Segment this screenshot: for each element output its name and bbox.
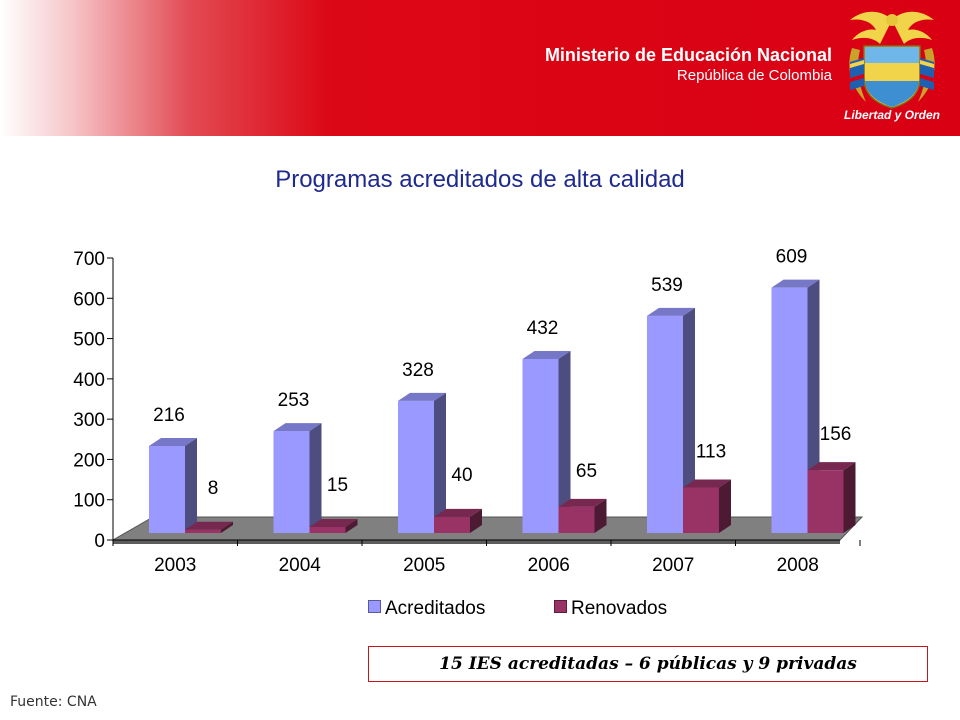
- chart-title: Programas acreditados de alta calidad: [275, 166, 685, 193]
- bar-acreditados-2007: [647, 315, 683, 533]
- x-tick-label: 2006: [528, 555, 570, 576]
- bar-top-renovados-2003: [185, 521, 233, 530]
- bar-renovados-2006: [558, 506, 595, 533]
- bar-side-renovados-2008: [843, 462, 856, 533]
- data-label-acreditados-2004: 253: [278, 390, 310, 411]
- seal-motto: Libertad y Orden: [843, 108, 941, 122]
- ministry-block: Ministerio de Educación Nacional Repúbli…: [545, 44, 832, 86]
- data-label-acreditados-2003: 216: [153, 405, 185, 426]
- legend-item-acreditados: Acreditados: [368, 598, 485, 620]
- bar-top-acreditados-2008: [771, 279, 820, 288]
- data-label-renovados-2006: 65: [576, 461, 597, 482]
- legend-label-acreditados: Acreditados: [385, 598, 486, 619]
- x-tick-label: 2004: [279, 555, 322, 576]
- bar-renovados-2003: [185, 529, 221, 533]
- data-label-acreditados-2006: 432: [527, 318, 559, 339]
- data-label-acreditados-2008: 609: [776, 247, 808, 268]
- legend-swatch-acreditados: [368, 600, 381, 613]
- y-tick-label: 700: [73, 249, 105, 270]
- bar-top-acreditados-2007: [647, 307, 695, 316]
- legend-label-renovados: Renovados: [571, 598, 668, 619]
- bar-acreditados-2006: [522, 358, 559, 533]
- bar-acreditados-2005: [398, 400, 434, 533]
- y-tick-label: 100: [73, 491, 105, 512]
- data-label-acreditados-2007: 539: [651, 275, 683, 296]
- bar-top-acreditados-2004: [273, 423, 322, 432]
- bar-top-acreditados-2005: [398, 392, 446, 401]
- x-tick-label: 2008: [777, 555, 819, 576]
- bar-renovados-2004: [309, 526, 346, 533]
- bar-top-acreditados-2006: [522, 350, 571, 359]
- bar-side-acreditados-2003: [185, 437, 197, 533]
- colombian-coat-of-arms-icon: [849, 11, 935, 109]
- data-label-renovados-2003: 8: [208, 478, 219, 499]
- bar-side-renovados-2004: [345, 518, 358, 533]
- bar-top-renovados-2007: [683, 479, 731, 488]
- y-tick-label: 0: [94, 531, 105, 552]
- bar-acreditados-2008: [771, 287, 808, 533]
- bar-acreditados-2003: [149, 445, 185, 533]
- bar-side-renovados-2006: [594, 498, 607, 533]
- bar-renovados-2008: [807, 470, 844, 533]
- bar-side-acreditados-2006: [558, 350, 571, 533]
- bar-top-renovados-2004: [309, 518, 358, 527]
- source-note: Fuente: CNA: [10, 694, 97, 710]
- x-tick-label: 2007: [652, 555, 694, 576]
- x-tick-label: 2005: [403, 555, 445, 576]
- bar-chart: 0 100 200 300 400 500 600 700 2003 2004 2005 2006 20…: [73, 247, 864, 576]
- header-banner: Ministerio de Educación Nacional Repúbli…: [0, 0, 960, 136]
- data-label-renovados-2007: 113: [696, 441, 726, 462]
- y-tick-label: 400: [73, 370, 105, 391]
- data-label-renovados-2005: 40: [451, 465, 472, 486]
- bar-renovados-2005: [434, 516, 470, 533]
- legend-item-renovados: Renovados: [554, 598, 667, 620]
- bar-side-renovados-2007: [719, 479, 731, 533]
- bar-top-renovados-2008: [807, 462, 856, 471]
- bar-side-acreditados-2005: [434, 392, 446, 533]
- y-tick-label: 600: [73, 289, 105, 310]
- data-label-acreditados-2005: 328: [402, 360, 434, 381]
- legend-swatch-renovados: [554, 600, 567, 613]
- bar-top-renovados-2006: [558, 498, 607, 507]
- bar-side-acreditados-2004: [309, 423, 322, 533]
- bar-renovados-2007: [683, 487, 719, 533]
- bar-side-renovados-2003: [221, 521, 233, 533]
- x-tick-label: 2003: [154, 555, 196, 576]
- ministry-name: Ministerio de Educación Nacional: [544, 45, 832, 65]
- bar-top-renovados-2005: [434, 508, 482, 517]
- data-label-renovados-2008: 156: [820, 424, 852, 445]
- bar-side-renovados-2005: [470, 508, 482, 533]
- y-tick-label: 300: [73, 410, 105, 431]
- bar-acreditados-2004: [273, 431, 310, 533]
- chart-floor-edge: [113, 540, 840, 544]
- accreditation-note: 15 IES acreditadas – 6 públicas y 9 priv…: [368, 646, 928, 682]
- y-tick-label: 200: [73, 450, 105, 471]
- y-tick-label: 500: [73, 330, 105, 351]
- country-name: República de Colombia: [676, 67, 832, 84]
- data-label-renovados-2004: 15: [327, 475, 348, 496]
- bar-side-acreditados-2007: [683, 307, 695, 533]
- bar-top-acreditados-2003: [149, 437, 197, 446]
